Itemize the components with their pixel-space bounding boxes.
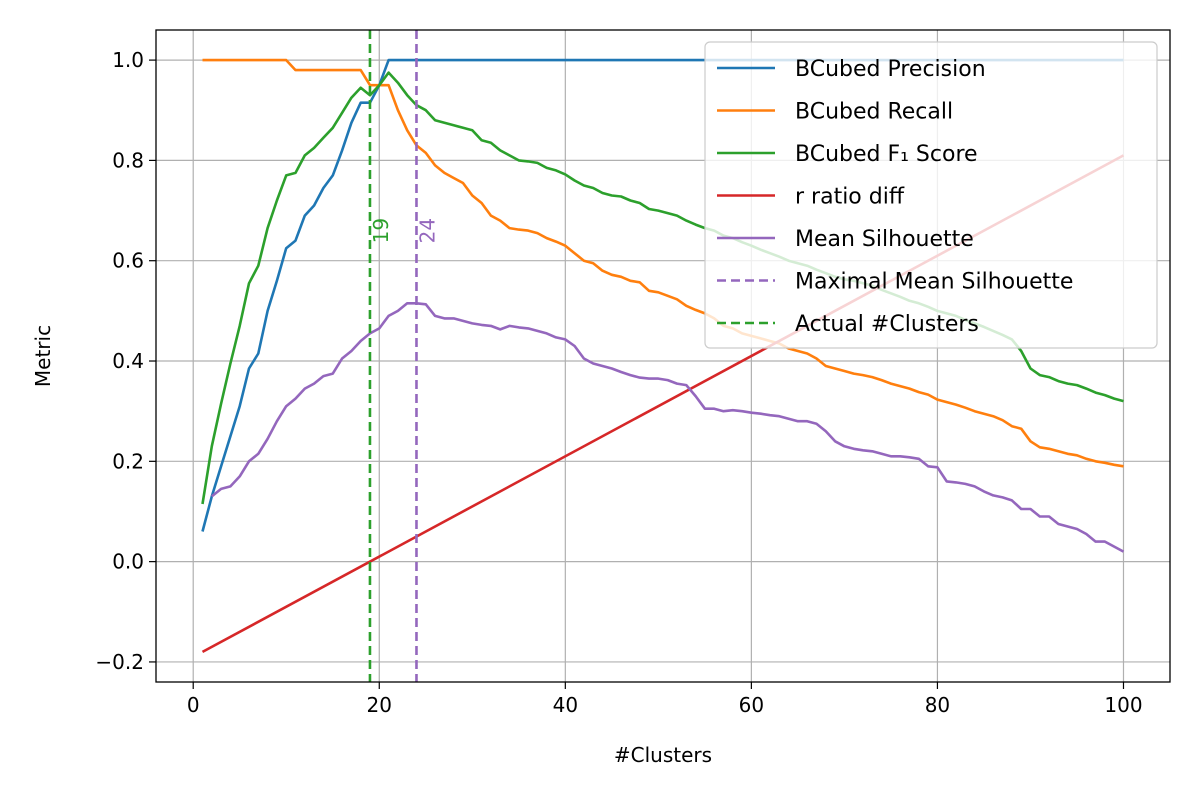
- series-line-bcubed-precision: [201, 58, 1124, 532]
- x-tick-label: 100: [1104, 693, 1142, 717]
- series-line-mean-silhouette: [210, 301, 1125, 553]
- x-tick-label: 0: [187, 693, 200, 717]
- legend-label: Mean Silhouette: [795, 227, 974, 252]
- x-tick-label: 60: [739, 693, 764, 717]
- y-tick-label: 0.4: [112, 349, 144, 373]
- legend-label: BCubed Precision: [795, 57, 986, 82]
- y-axis-title: Metric: [31, 325, 55, 387]
- y-tick-label: 1.0: [112, 48, 144, 72]
- reference-lines: 24 19: [369, 218, 440, 243]
- legend-label: BCubed F₁ Score: [795, 142, 978, 167]
- y-tick-label: 0.2: [112, 449, 144, 473]
- legend-label: BCubed Recall: [795, 100, 953, 125]
- axis-ticks: 0 20 40 60 80 100 −0.2 0.0 0.2 0.4 0.6 0.8 1.0: [95, 48, 1142, 717]
- legend-label: r ratio diff: [795, 185, 905, 210]
- y-tick-label: 0.0: [112, 550, 144, 574]
- plot-frame: [155, 29, 1171, 683]
- vline-label-19: 19: [369, 218, 393, 243]
- y-tick-label: −0.2: [95, 650, 144, 674]
- legend-box: [704, 41, 1158, 349]
- legend: BCubed Precision BCubed Recall BCubed F₁ S…: [704, 41, 1158, 349]
- legend-label: Maximal Mean Silhouette: [795, 270, 1073, 295]
- vline-label-24: 24: [415, 218, 439, 243]
- x-tick-label: 20: [367, 693, 392, 717]
- series-lines: [201, 30, 1125, 682]
- legend-label: Actual #Clusters: [795, 312, 979, 337]
- y-tick-label: 0.6: [112, 249, 144, 273]
- x-tick-label: 80: [925, 693, 950, 717]
- x-tick-label: 40: [553, 693, 578, 717]
- x-axis-title: #Clusters: [614, 743, 712, 767]
- y-tick-label: 0.8: [112, 148, 144, 172]
